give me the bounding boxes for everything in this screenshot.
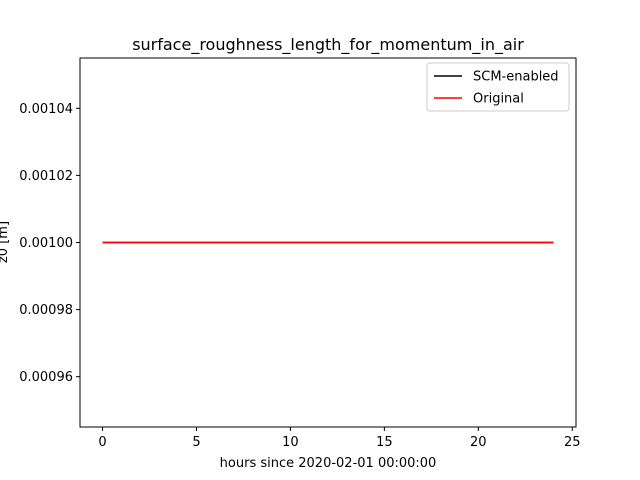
- x-axis: 0 5 10 15 20 25: [98, 427, 581, 450]
- legend-label: Original: [473, 92, 524, 107]
- x-tick-label: 20: [470, 435, 487, 450]
- y-tick-label: 0.00100: [19, 236, 73, 251]
- x-tick-label: 0: [98, 435, 106, 450]
- legend: SCM-enabled Original: [426, 62, 570, 112]
- y-tick-label: 0.00104: [19, 102, 73, 117]
- chart-title: surface_roughness_length_for_momentum_in…: [132, 35, 524, 55]
- x-tick-label: 10: [282, 435, 299, 450]
- y-tick-label: 0.00096: [19, 370, 73, 385]
- x-tick-label: 15: [376, 435, 393, 450]
- y-tick-label: 0.00098: [19, 303, 73, 318]
- y-axis: 0.00096 0.00098 0.00100 0.00102 0.00104: [19, 102, 80, 385]
- legend-box: [426, 62, 570, 112]
- legend-items: SCM-enabled Original: [434, 70, 559, 107]
- y-axis-label: z0 [m]: [0, 221, 11, 263]
- legend-label: SCM-enabled: [473, 70, 559, 85]
- x-tick-label: 25: [564, 435, 581, 450]
- x-tick-label: 5: [192, 435, 200, 450]
- y-tick-label: 0.00102: [19, 169, 73, 184]
- x-axis-label: hours since 2020-02-01 00:00:00: [220, 456, 437, 471]
